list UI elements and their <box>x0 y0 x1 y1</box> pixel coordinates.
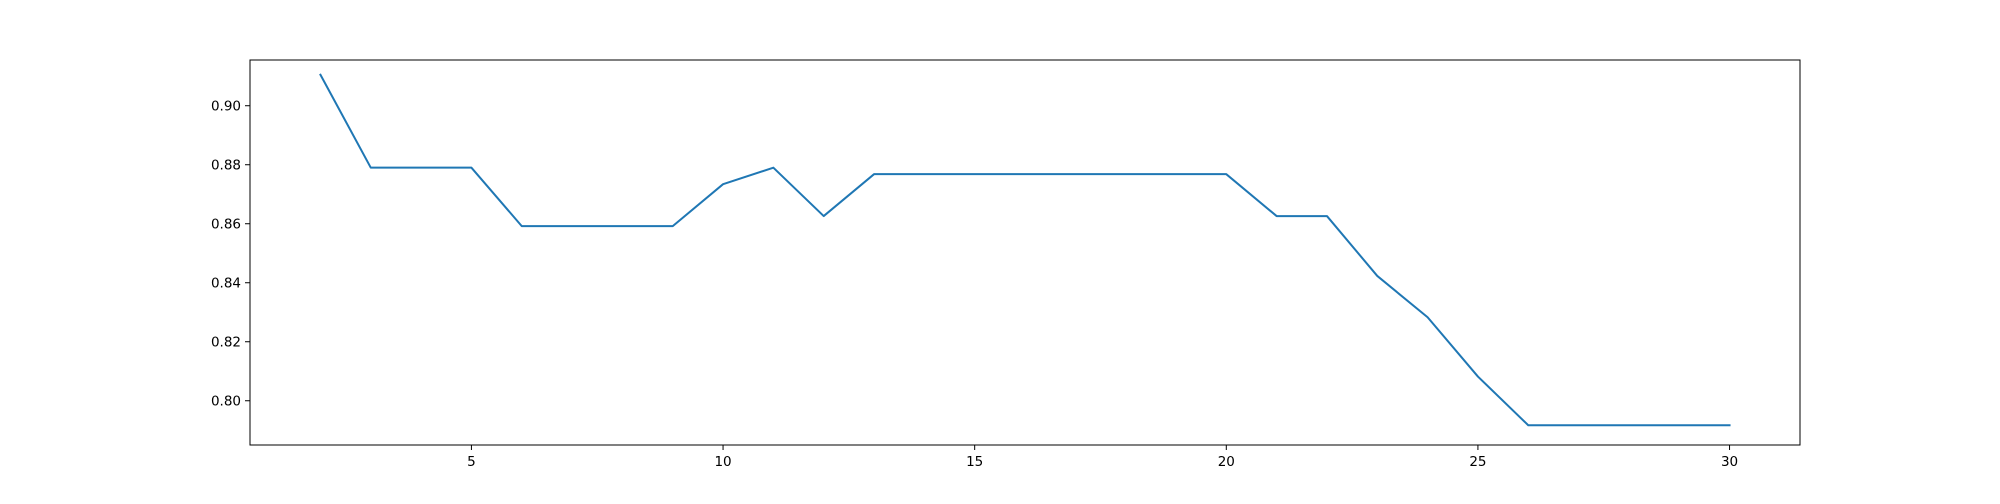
y-tick-label: 0.80 <box>211 394 241 410</box>
plot-area <box>250 60 1800 445</box>
x-tick-label: 30 <box>1721 454 1738 470</box>
y-tick-label: 0.82 <box>211 335 241 351</box>
x-axis: 5 10 15 20 25 30 <box>467 445 1738 470</box>
series-line <box>319 73 1731 427</box>
y-axis: 0.80 0.82 0.84 0.86 0.88 0.90 <box>211 99 250 410</box>
x-tick-label: 5 <box>467 454 476 470</box>
axes-frame <box>249 59 1801 446</box>
x-tick-label: 15 <box>966 454 983 470</box>
y-tick-label: 0.84 <box>211 276 241 292</box>
x-tick-label: 25 <box>1469 454 1486 470</box>
y-tick-label: 0.88 <box>211 158 241 174</box>
series-layer <box>319 73 1731 427</box>
y-tick-label: 0.86 <box>211 217 241 233</box>
x-tick-label: 20 <box>1218 454 1235 470</box>
axes-background <box>250 60 1800 445</box>
x-tick-label: 10 <box>714 454 731 470</box>
y-tick-label: 0.90 <box>211 99 241 115</box>
